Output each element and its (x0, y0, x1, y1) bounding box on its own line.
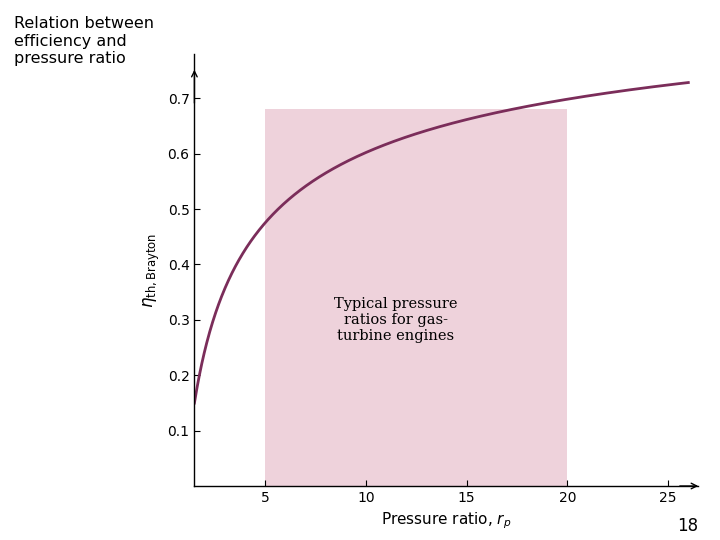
Y-axis label: $\eta_{\mathrm{th,Brayton}}$: $\eta_{\mathrm{th,Brayton}}$ (142, 232, 162, 308)
Text: 18: 18 (678, 517, 698, 535)
Bar (265, 110, 567, 486)
X-axis label: Pressure ratio, $r_p$: Pressure ratio, $r_p$ (382, 510, 511, 531)
Text: Relation between
efficiency and
pressure ratio: Relation between efficiency and pressure… (14, 16, 154, 66)
Text: Typical pressure
ratios for gas-
turbine engines: Typical pressure ratios for gas- turbine… (334, 296, 458, 343)
